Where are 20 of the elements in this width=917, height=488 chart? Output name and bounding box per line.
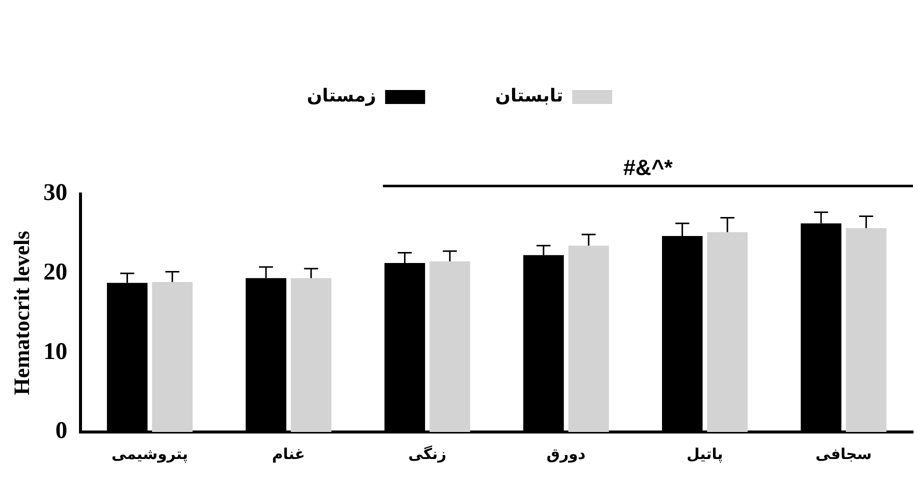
x-tick-label: پاتیل	[686, 444, 724, 463]
x-tick-label: سجافی	[816, 444, 872, 463]
y-tick-label: 10	[43, 338, 68, 365]
bar	[152, 282, 193, 432]
y-tick-label: 30	[43, 180, 68, 206]
bar	[707, 232, 748, 432]
x-tick-label: غنام	[272, 444, 306, 463]
x-tick-label: پتروشیمی	[112, 444, 188, 463]
bar	[430, 261, 470, 432]
text: #&^*	[623, 155, 674, 180]
x-tick-label: دورق	[546, 444, 586, 463]
legend-label: تابستان	[495, 86, 564, 107]
y-tick-label: 0	[55, 418, 68, 444]
bar	[290, 278, 332, 432]
y-axis-title: Hematocrit levels	[8, 230, 34, 396]
bar	[846, 228, 886, 432]
x-tick-label: زنگی	[408, 444, 446, 463]
y-tick-label: 20	[43, 260, 68, 286]
legend-label: زمستان	[306, 86, 376, 107]
bar	[568, 246, 609, 432]
